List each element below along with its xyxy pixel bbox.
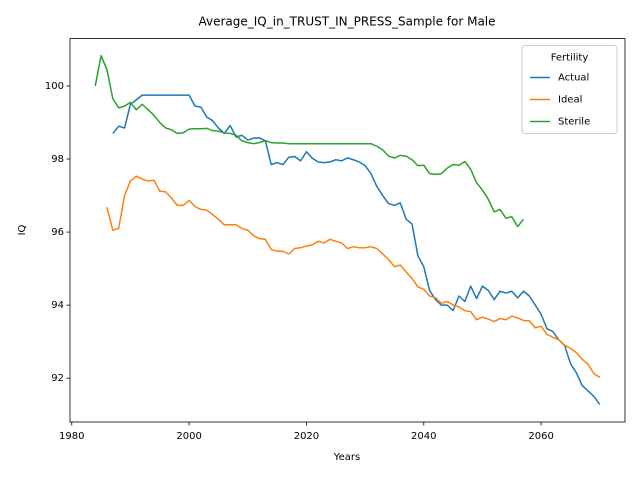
- x-tick-label: 2060: [528, 431, 553, 442]
- x-tick-label: 2000: [176, 431, 201, 442]
- plot-frame: [69, 38, 626, 423]
- legend-label: Sterile: [558, 117, 590, 128]
- series-line: [112, 94, 601, 405]
- series-line: [94, 54, 525, 228]
- legend-label: Ideal: [558, 95, 582, 106]
- y-tick-label: 98: [51, 154, 64, 165]
- legend-title: Fertility: [551, 53, 589, 64]
- x-axis-label: Years: [333, 452, 360, 463]
- legend-label: Actual: [558, 73, 589, 84]
- x-tick-label: 2040: [411, 431, 436, 442]
- legend: Fertility Actual Ideal Sterile: [521, 45, 618, 134]
- chart-title: Average_IQ_in_TRUST_IN_PRESS_Sample for …: [198, 15, 495, 29]
- y-tick-label: 100: [45, 81, 64, 92]
- series-line: [106, 175, 601, 379]
- x-tick-label: 2020: [294, 431, 319, 442]
- y-tick-label: 94: [51, 300, 64, 311]
- legend-box: [521, 45, 618, 134]
- y-tick-label: 96: [51, 227, 64, 238]
- x-tick-label: 1980: [59, 431, 84, 442]
- y-axis-label: IQ: [17, 224, 28, 235]
- y-tick-label: 92: [51, 373, 64, 384]
